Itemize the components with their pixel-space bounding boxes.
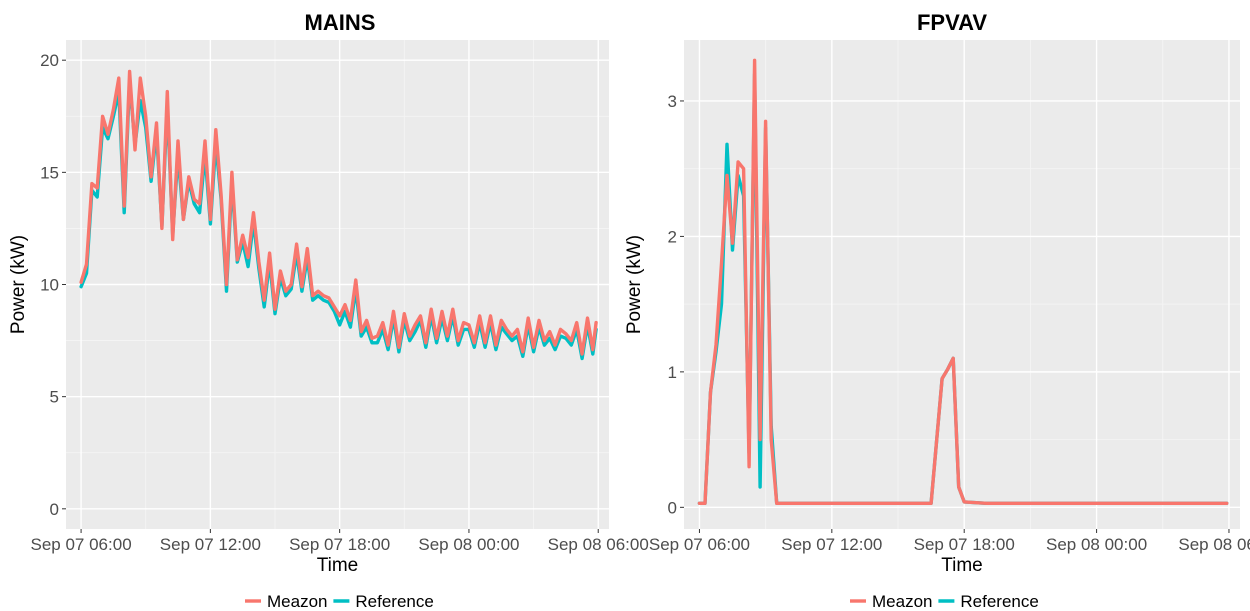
fpvav-y-tick-label: 0: [668, 498, 677, 517]
mains-y-tick-label: 15: [40, 163, 59, 182]
fpvav-legend-label-reference: Reference: [960, 592, 1038, 611]
mains-legend: Meazon Reference: [245, 592, 434, 611]
mains-x-tick-label: Sep 07 06:00: [31, 535, 132, 554]
fpvav-x-tick-label: Sep 08 00:00: [1046, 535, 1147, 554]
fpvav-legend: Meazon Reference: [850, 592, 1039, 611]
mains-y-tick-label: 20: [40, 51, 59, 70]
mains-panel: 0 5 10 15 20 Sep 07 06:00 Sep 07 12:00 Sep 07 1…: [8, 10, 649, 611]
fpvav-plot-background: [684, 40, 1240, 529]
fpvav-x-tick-label: Sep 07 18:00: [914, 535, 1015, 554]
fpvav-panel: 0 1 2 3 Sep 07 06:00 Sep 07 12:00 Sep 07 18:00…: [624, 10, 1250, 611]
mains-x-tick-label: Sep 08 06:00: [548, 535, 649, 554]
mains-y-tick-label: 0: [50, 500, 59, 519]
mains-x-tick-label: Sep 08 00:00: [418, 535, 519, 554]
mains-legend-label-meazon: Meazon: [267, 592, 327, 611]
fpvav-y-tick-label: 1: [668, 363, 677, 382]
fpvav-y-tick-label: 2: [668, 227, 677, 246]
fpvav-y-axis-title: Power (kW): [624, 235, 645, 334]
fpvav-series-meazon: [697, 58, 1229, 505]
fpvav-title: FPVAV: [917, 10, 987, 35]
mains-y-axis-title: Power (kW): [8, 235, 29, 334]
mains-y-tick-label: 10: [40, 276, 59, 295]
mains-series-meazon: [79, 69, 598, 356]
mains-legend-label-reference: Reference: [355, 592, 433, 611]
fpvav-legend-label-meazon: Meazon: [872, 592, 932, 611]
fpvav-x-tick-label: Sep 08 06:00: [1178, 535, 1250, 554]
mains-x-tick-label: Sep 07 12:00: [160, 535, 261, 554]
mains-x-axis-title: Time: [317, 555, 359, 576]
fpvav-x-axis-title: Time: [941, 555, 983, 576]
mains-y-tick-label: 5: [50, 388, 59, 407]
fpvav-x-tick-label: Sep 07 12:00: [781, 535, 882, 554]
fpvav-x-tick-label: Sep 07 06:00: [649, 535, 750, 554]
mains-x-tick-label: Sep 07 18:00: [289, 535, 390, 554]
mains-title: MAINS: [305, 10, 376, 35]
fpvav-y-tick-label: 3: [668, 92, 677, 111]
